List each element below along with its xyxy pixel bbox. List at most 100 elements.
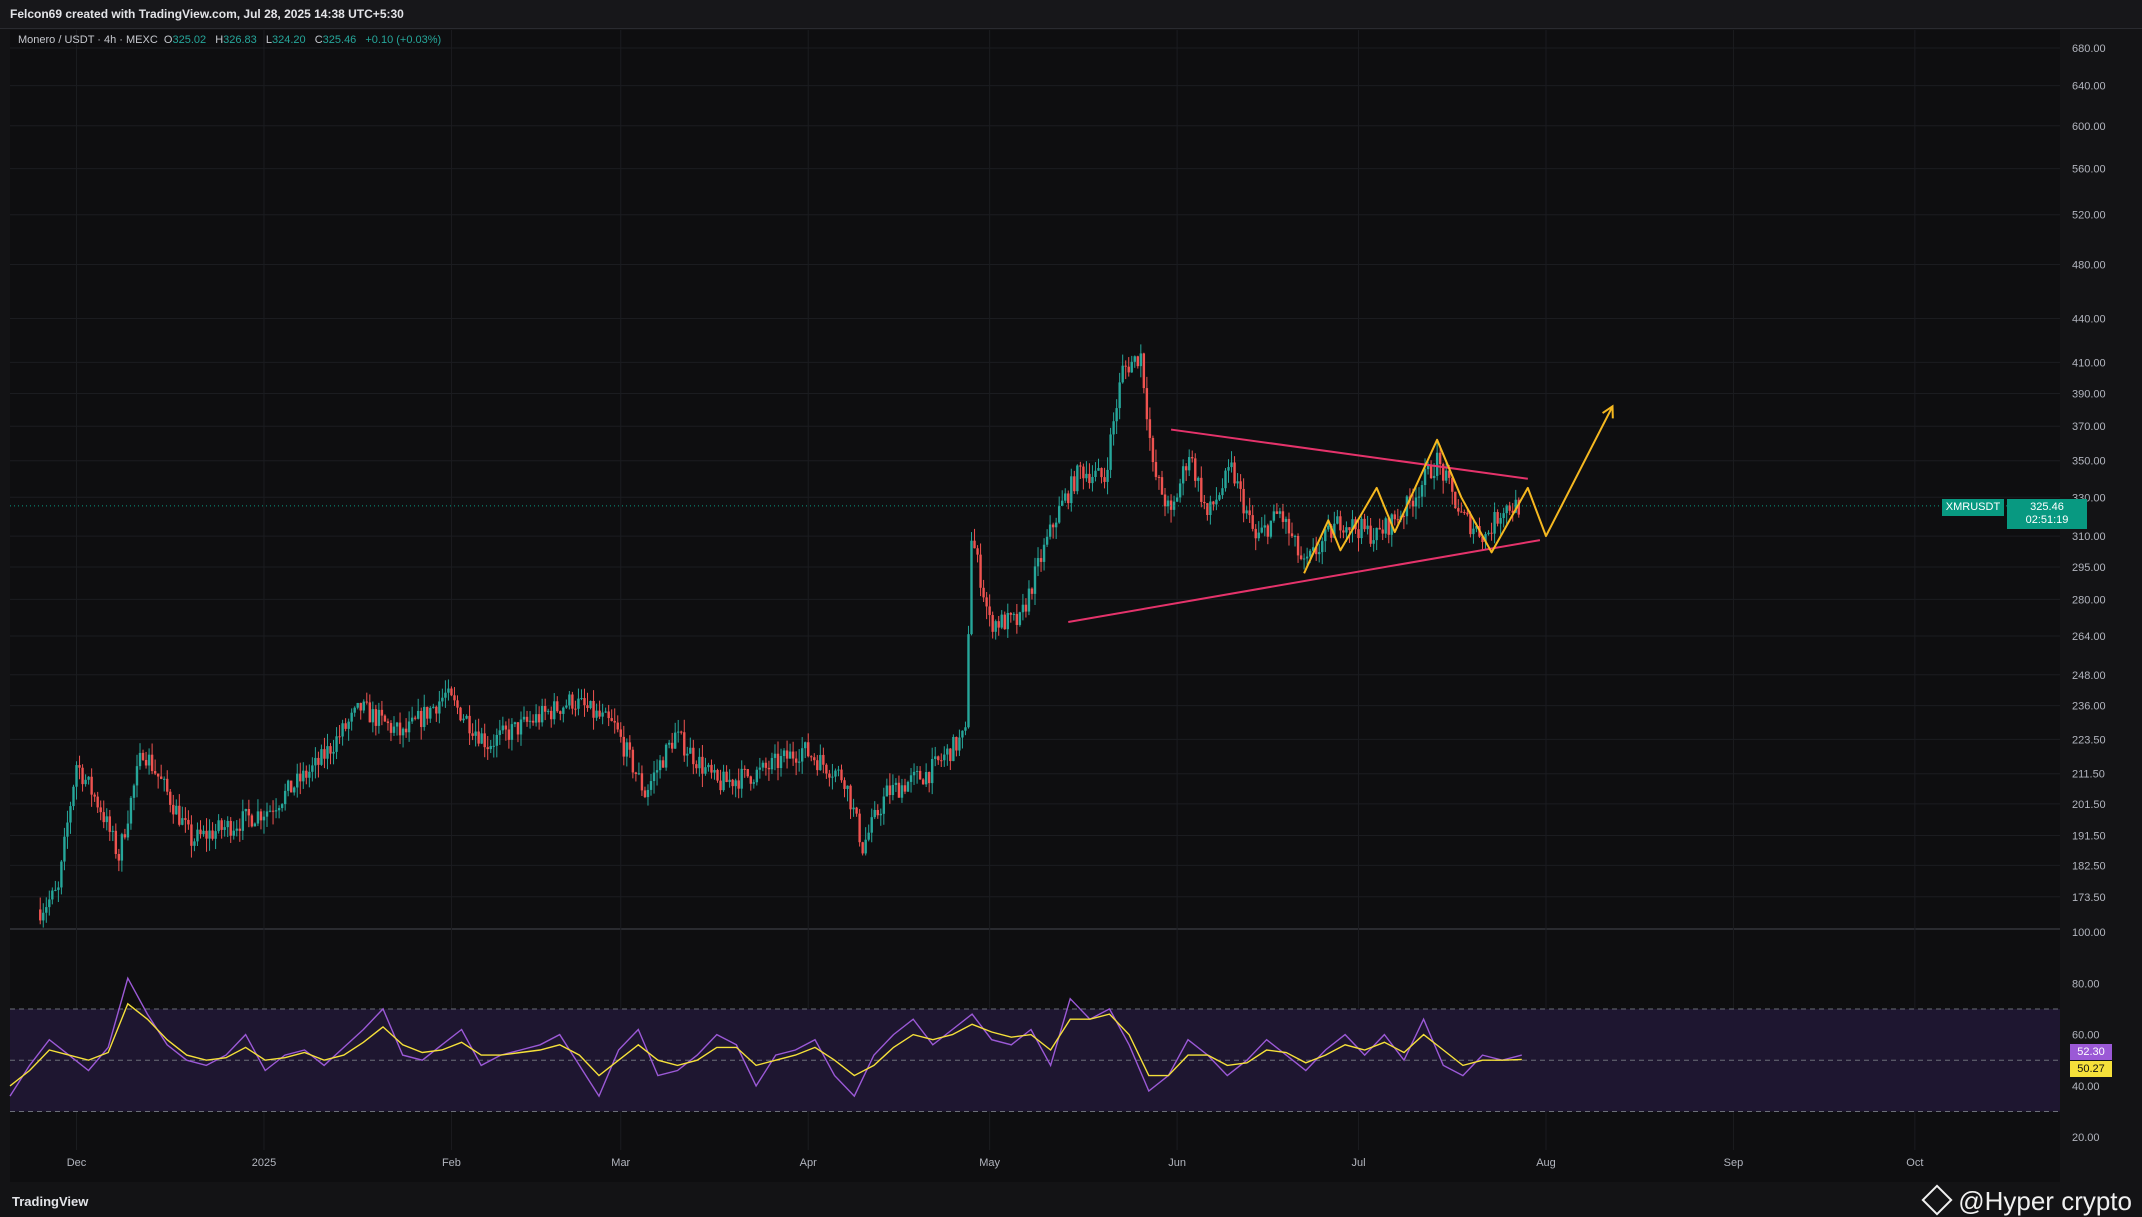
candle-body: [178, 805, 181, 825]
candle-body: [347, 721, 350, 729]
candle-body: [1245, 510, 1248, 514]
candle-body: [1224, 470, 1227, 489]
candle-body: [507, 729, 511, 740]
candle-body: [637, 773, 641, 775]
candle-body: [163, 778, 166, 780]
candle-body: [1293, 535, 1297, 537]
candle-body: [831, 776, 834, 778]
price-tick-label: 560.00: [2072, 164, 2106, 176]
candle-body: [280, 804, 284, 809]
legend-low: 324.20: [271, 34, 306, 46]
footer: TradingView @Hyper crypto: [0, 1184, 2142, 1216]
candle-body: [166, 778, 169, 792]
legend-close: 325.46: [322, 34, 357, 46]
candle-body: [915, 770, 919, 772]
candle-body: [1441, 464, 1445, 481]
projection-path: [1303, 405, 1614, 574]
candle-body: [286, 780, 290, 791]
candle-body: [876, 809, 879, 816]
candle-body: [1142, 353, 1146, 389]
candle-body: [577, 698, 580, 709]
candle-body: [1457, 508, 1460, 512]
candle-body: [640, 773, 644, 791]
candle-body: [649, 781, 653, 790]
candle-body: [1227, 467, 1230, 471]
candle-body: [96, 796, 99, 808]
candle-body: [1039, 558, 1043, 562]
candle-body: [72, 786, 75, 807]
candle-body: [661, 760, 665, 768]
legend-symbol[interactable]: Monero / USDT · 4h · MEXC: [18, 34, 158, 46]
candle-body: [1493, 512, 1496, 534]
candle-body: [1414, 497, 1418, 507]
candle-body: [426, 706, 429, 719]
candle-body: [1375, 527, 1378, 541]
candle-body: [1181, 466, 1185, 484]
candle-body: [1302, 558, 1306, 560]
candle-body: [1100, 468, 1103, 478]
candle-body: [797, 761, 801, 763]
candle-body: [574, 708, 577, 710]
candle-body: [311, 765, 314, 772]
candle-body: [126, 823, 130, 838]
candle-body: [416, 710, 420, 719]
candle-body: [516, 722, 520, 735]
candle-body: [302, 770, 305, 782]
candle-body: [1021, 604, 1025, 613]
candle-body: [1284, 518, 1288, 522]
tradingview-logo[interactable]: TradingView: [12, 1194, 89, 1209]
candle-body: [1263, 525, 1266, 528]
candle-body: [93, 794, 96, 797]
candle-body: [350, 712, 353, 722]
price-tick-label: 390.00: [2072, 388, 2106, 400]
rsi-tick-label: 20.00: [2072, 1132, 2100, 1144]
candle-body: [42, 912, 45, 921]
candle-body: [1191, 457, 1194, 459]
price-tick-label: 310.00: [2072, 531, 2106, 543]
candle-body: [308, 771, 311, 778]
candle-body: [438, 701, 441, 714]
candle-body: [1200, 477, 1203, 502]
chart-frame[interactable]: [10, 30, 2060, 1182]
candle-body: [1188, 457, 1191, 471]
candle-body: [54, 889, 57, 891]
candle-body: [849, 785, 852, 810]
candle-body: [628, 742, 632, 750]
candle-body: [906, 781, 910, 792]
candle-body: [447, 688, 450, 693]
candle-body: [1133, 356, 1136, 362]
candle-body: [344, 723, 347, 729]
candle-body: [1266, 525, 1270, 537]
candle-body: [537, 714, 541, 723]
candle-body: [365, 701, 368, 703]
candle-body: [982, 587, 985, 598]
candle-body: [474, 731, 477, 736]
price-tick-label: 410.00: [2072, 357, 2106, 369]
candle-body: [138, 752, 142, 767]
candle-body: [501, 725, 505, 731]
candle-body: [371, 709, 375, 723]
candle-body: [1175, 497, 1179, 502]
candle-body: [407, 721, 411, 733]
candle-body: [770, 757, 774, 770]
candle-body: [435, 706, 438, 714]
candle-body: [740, 768, 743, 789]
candle-body: [522, 716, 526, 720]
time-tick-label: May: [979, 1157, 1000, 1169]
candle-body: [810, 756, 813, 758]
candle-body: [217, 820, 220, 832]
rsi-tick-label: 100.00: [2072, 927, 2106, 939]
candle-body: [1036, 558, 1040, 567]
candle-body: [1402, 515, 1406, 517]
candle-body: [1109, 434, 1112, 470]
candle-body: [631, 749, 635, 773]
candle-body: [731, 779, 734, 787]
candle-body: [855, 807, 858, 814]
time-tick-label: Jul: [1351, 1157, 1365, 1169]
candle-body: [583, 698, 586, 706]
candle-body: [598, 710, 601, 717]
candle-body: [1411, 500, 1415, 507]
candle-body: [846, 785, 849, 789]
candle-body: [1487, 532, 1490, 535]
